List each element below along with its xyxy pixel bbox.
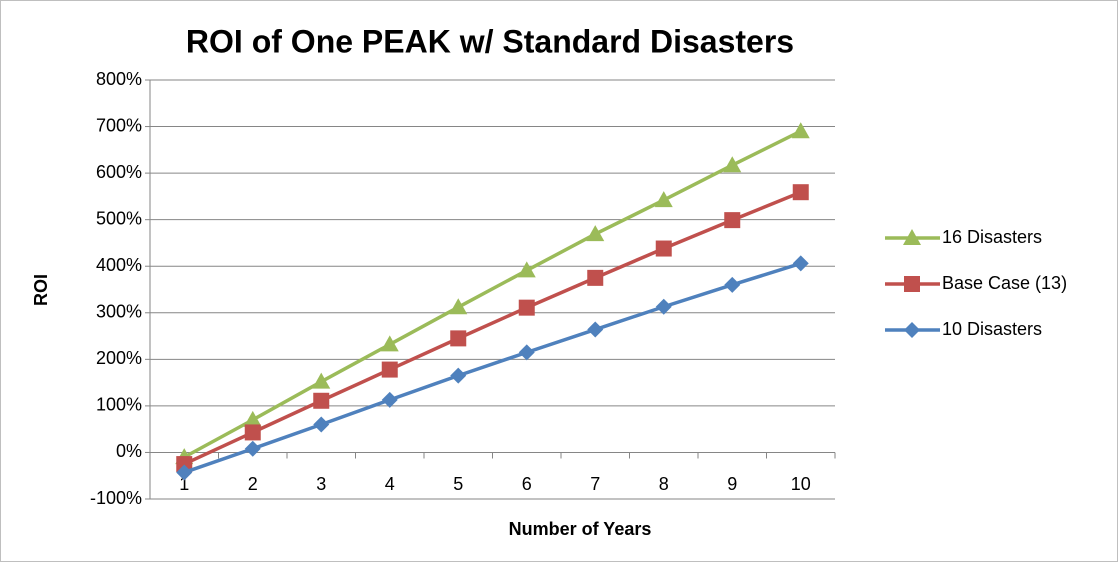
point-marker — [587, 321, 604, 338]
y-tick-label: 700% — [96, 115, 142, 135]
series-line — [183, 190, 802, 466]
x-tick-label: 9 — [727, 474, 737, 494]
point-marker — [518, 299, 535, 316]
point-marker — [244, 424, 261, 441]
y-tick-label: 500% — [96, 208, 142, 228]
chart-title: ROI of One PEAK w/ Standard Disasters — [186, 23, 794, 59]
y-tick-label: 400% — [96, 255, 142, 275]
point-marker — [450, 330, 467, 347]
point-marker — [176, 464, 193, 481]
x-tick-label: 7 — [590, 474, 600, 494]
legend-label: 10 Disasters — [942, 319, 1042, 339]
point-marker — [654, 191, 673, 208]
point-marker — [655, 298, 672, 315]
point-marker — [176, 456, 193, 473]
point-marker — [312, 372, 331, 389]
y-tick-label: -100% — [90, 488, 142, 508]
y-tick-label: 0% — [116, 441, 142, 461]
point-marker — [449, 298, 468, 315]
legend-label: 16 Disasters — [942, 227, 1042, 247]
point-marker — [517, 261, 536, 278]
series-line — [183, 261, 802, 475]
point-marker — [244, 440, 261, 457]
point-marker — [724, 276, 741, 293]
point-marker — [381, 391, 398, 408]
series-line — [183, 129, 802, 459]
x-tick-label: 6 — [522, 474, 532, 494]
point-marker — [655, 240, 672, 257]
point-marker — [313, 392, 330, 409]
x-tick-label: 4 — [385, 474, 395, 494]
x-tick-label: 1 — [179, 474, 189, 494]
x-tick-label: 5 — [453, 474, 463, 494]
legend-marker — [903, 229, 921, 245]
y-tick-label: 600% — [96, 162, 142, 182]
point-marker — [380, 335, 399, 352]
point-marker — [791, 122, 810, 139]
x-axis-title: Number of Years — [509, 519, 652, 539]
point-marker — [587, 269, 604, 286]
y-axis-title: ROI — [31, 274, 51, 306]
point-marker — [313, 416, 330, 433]
point-marker — [723, 156, 742, 173]
y-tick-label: 800% — [96, 69, 142, 89]
point-marker — [450, 367, 467, 384]
y-tick-label: 100% — [96, 395, 142, 415]
x-tick-label: 10 — [791, 474, 811, 494]
y-tick-label: 200% — [96, 348, 142, 368]
point-marker — [243, 410, 262, 427]
point-marker — [792, 184, 809, 201]
legend-marker — [904, 322, 920, 338]
y-tick-label: 300% — [96, 302, 142, 322]
point-marker — [381, 361, 398, 378]
point-marker — [724, 212, 741, 229]
x-tick-label: 3 — [316, 474, 326, 494]
x-tick-label: 2 — [248, 474, 258, 494]
legend-label: Base Case (13) — [942, 273, 1067, 293]
legend-marker — [904, 276, 920, 292]
point-marker — [586, 225, 605, 242]
point-marker — [792, 255, 809, 272]
point-marker — [518, 344, 535, 361]
x-tick-label: 8 — [659, 474, 669, 494]
